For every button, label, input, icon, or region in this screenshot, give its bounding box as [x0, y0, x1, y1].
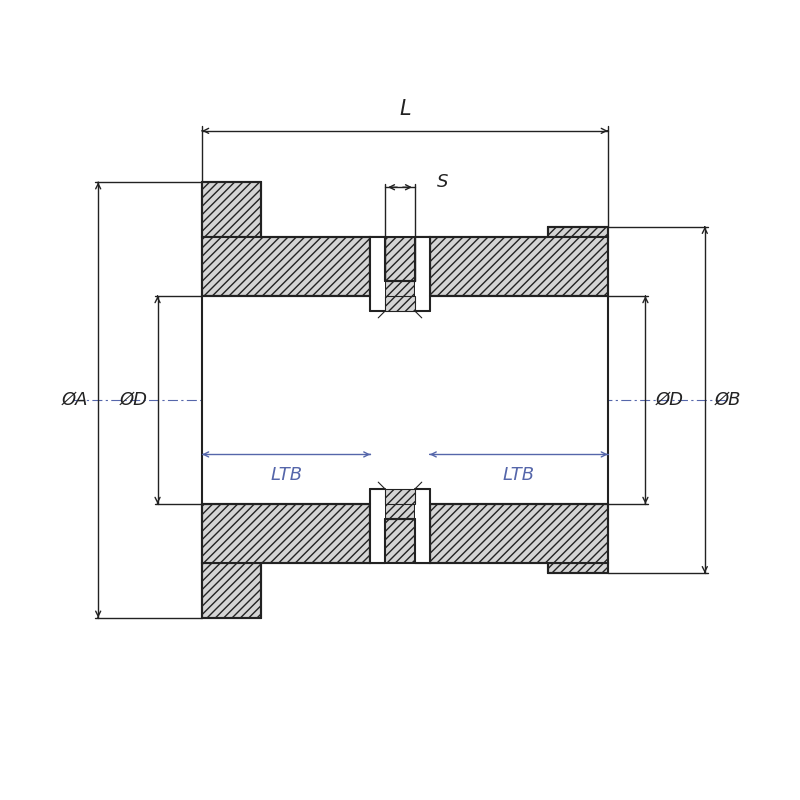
Text: ØD: ØD: [120, 391, 148, 409]
Polygon shape: [370, 237, 430, 311]
Polygon shape: [202, 182, 262, 237]
Polygon shape: [385, 282, 415, 311]
Bar: [415, 237, 430, 311]
Text: ØA: ØA: [62, 391, 88, 409]
Bar: [430, 296, 608, 504]
Text: ØD: ØD: [655, 391, 683, 409]
Polygon shape: [385, 296, 415, 311]
Polygon shape: [430, 504, 608, 563]
Bar: [430, 296, 608, 504]
Text: LTB: LTB: [270, 466, 302, 484]
Text: LTB: LTB: [502, 466, 535, 484]
Polygon shape: [385, 489, 415, 518]
Polygon shape: [549, 563, 608, 573]
Polygon shape: [430, 237, 608, 296]
Polygon shape: [202, 237, 370, 296]
Polygon shape: [202, 504, 370, 563]
Polygon shape: [202, 563, 262, 618]
Text: L: L: [399, 99, 410, 119]
Polygon shape: [370, 489, 430, 563]
Polygon shape: [549, 227, 608, 237]
Text: ØB: ØB: [714, 391, 741, 409]
Bar: [415, 489, 430, 563]
Bar: [202, 296, 370, 504]
Bar: [202, 296, 370, 504]
Text: S: S: [437, 174, 448, 191]
Polygon shape: [385, 489, 415, 504]
Bar: [370, 489, 385, 563]
Bar: [370, 296, 430, 504]
Bar: [370, 237, 385, 311]
